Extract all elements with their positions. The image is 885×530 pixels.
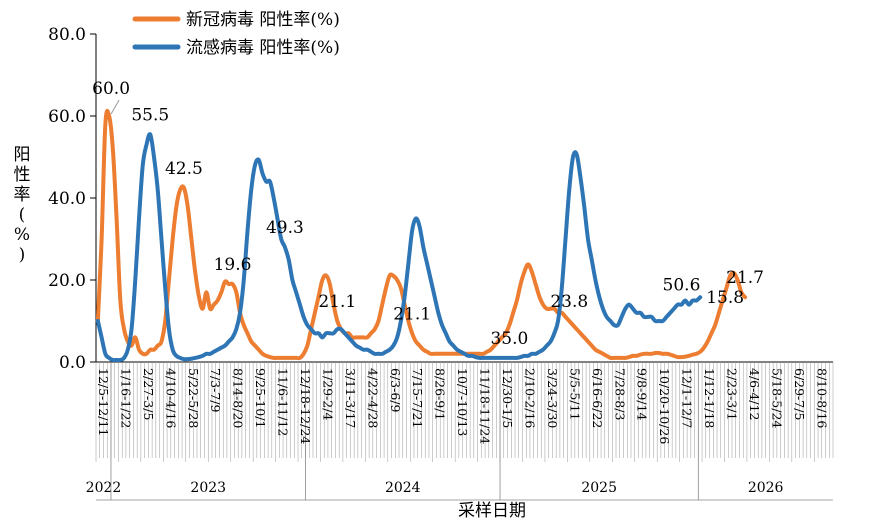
y-tick-label: 20.0 [48, 271, 86, 291]
y-tick-label: 0.0 [59, 353, 86, 373]
peak-label: 21.7 [726, 268, 764, 288]
x-tick-label: 6/16-6/22 [590, 368, 605, 428]
x-tick-label: 12/5-12/11 [96, 368, 111, 436]
y-axis-title-char: ( [19, 205, 26, 225]
y-axis-title-char: % [14, 225, 30, 245]
x-tick-label: 11/18-11/24 [478, 368, 493, 444]
x-tick-label: 8/26-9/1 [433, 368, 448, 420]
x-tick-label: 5/22-5/28 [186, 368, 201, 428]
x-tick-label: 7/28-8/3 [612, 368, 627, 420]
x-tick-label: 7/3-7/9 [208, 368, 223, 413]
x-tick-label: 4/6-4/12 [747, 368, 762, 420]
peak-label: 21.1 [393, 304, 431, 324]
series-layer [95, 108, 748, 363]
peak-leader-line [110, 99, 120, 115]
y-tick-label: 60.0 [48, 107, 86, 127]
year-label: 2025 [581, 480, 617, 496]
year-label: 2026 [748, 480, 784, 496]
series-line-flu [95, 132, 703, 363]
x-tick-label: 2/23-3/1 [725, 368, 740, 420]
year-label: 2024 [385, 480, 421, 496]
x-tick-label: 6/29-7/5 [792, 368, 807, 420]
x-tick-label: 12/18-12/24 [298, 368, 313, 444]
peak-label: 35.0 [490, 329, 528, 349]
x-tick-label: 3/24-3/30 [545, 368, 560, 428]
y-axis-title-char: 率 [14, 185, 31, 205]
legend-label-flu: 流感病毒 阳性率(%) [186, 38, 340, 58]
x-tick-label: 8/10-8/16 [814, 368, 829, 428]
y-axis-title-char: ) [19, 245, 26, 265]
x-tick-label: 12/1-12/7 [680, 368, 695, 428]
x-tick-label: 11/6-11/12 [276, 368, 291, 436]
peak-label: 49.3 [266, 218, 304, 238]
peak-label: 21.1 [318, 292, 356, 312]
axes-layer: 0.0 20.0 40.0 60.0 80.0 2022 2023 2024 2025 2026 1… [48, 25, 834, 501]
x-tick-label: 9/25-10/1 [253, 368, 268, 428]
x-tick-label: 8/14-8/20 [231, 368, 246, 428]
x-tick-label: 10/7-10/13 [455, 368, 470, 436]
legend-item-flu: 流感病毒 阳性率(%) [132, 38, 340, 58]
x-tick-label: 3/11-3/17 [343, 368, 358, 428]
x-tick-label: 12/30-1/5 [500, 368, 515, 428]
y-tick-label: 80.0 [48, 25, 86, 45]
x-tick-label: 1/29-2/4 [320, 368, 335, 420]
legend-label-covid: 新冠病毒 阳性率(%) [186, 10, 340, 30]
peak-label: 50.6 [663, 276, 701, 296]
x-tick-label: 6/3-6/9 [388, 368, 403, 413]
legend: 新冠病毒 阳性率(%) 流感病毒 阳性率(%) [132, 10, 340, 58]
x-tick-label: 4/10-4/16 [163, 368, 178, 428]
peak-label: 19.6 [214, 255, 252, 275]
x-tick-label: 2/27-3/5 [141, 368, 156, 420]
year-label: 2022 [86, 480, 122, 496]
peak-label: 60.0 [92, 79, 130, 99]
x-tick-label: 1/12-1/18 [702, 368, 717, 428]
y-axis-title-char: 阳 [14, 145, 31, 165]
x-tick-label: 10/20-10/26 [657, 368, 672, 444]
y-tick-label: 40.0 [48, 189, 86, 209]
x-axis-title: 采样日期 [458, 501, 526, 521]
x-tick-label: 5/5-5/11 [567, 368, 582, 420]
x-tick-label: 1/16-1/22 [118, 368, 133, 428]
y-axis-title-char: 性 [14, 165, 31, 185]
x-tick-label: 2/10-2/16 [522, 368, 537, 428]
legend-item-covid: 新冠病毒 阳性率(%) [132, 10, 340, 30]
year-label: 2023 [190, 480, 226, 496]
labels-layer: 60.055.5 42.5 19.6 49.3 21.1 21.1 35.0 23.8 50.6… [92, 79, 764, 349]
peak-label: 55.5 [131, 105, 169, 125]
peak-label: 42.5 [165, 159, 203, 179]
series-line-covid [95, 108, 748, 361]
x-tick-label: 5/18-5/24 [769, 368, 784, 428]
peak-label: 15.8 [706, 288, 744, 308]
x-tick-label: 4/22-4/28 [365, 368, 380, 428]
x-tick-label: 7/15-7/21 [410, 368, 425, 428]
x-tick-label: 9/8-9/14 [635, 368, 650, 420]
peak-label: 23.8 [550, 292, 588, 312]
y-axis-title: 阳性率(%) [14, 145, 31, 265]
